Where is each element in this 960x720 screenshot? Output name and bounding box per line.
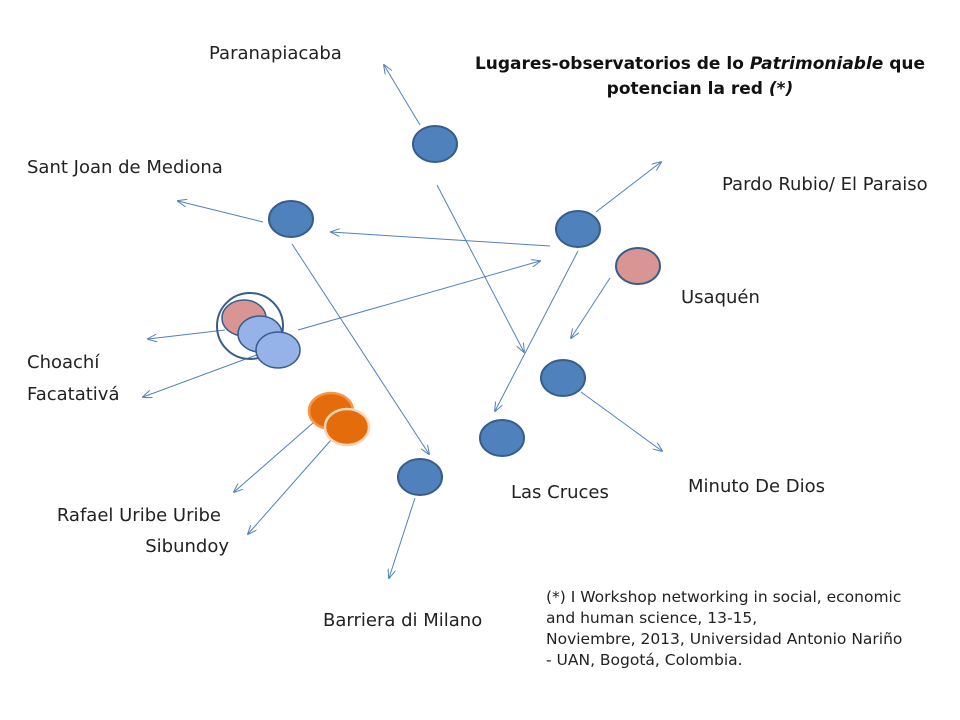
label-sant-joan: Sant Joan de Mediona — [27, 157, 223, 178]
arrow-pardo-node-to-sant-joan-node — [331, 232, 551, 247]
arrow-usaquen-to-minuto-node — [571, 277, 611, 338]
label-barriera: Barriera di Milano — [323, 610, 483, 631]
node-pardo-rubio — [555, 210, 601, 248]
arrow-sant-joan-node-to-barriera — [291, 243, 429, 454]
nodes — [216, 125, 661, 496]
node-paranapiacaba — [412, 125, 458, 163]
title-italic: Patrimoniable — [749, 54, 884, 74]
footnote-line1: (*) I Workshop networking in social, eco… — [546, 588, 902, 606]
title-part2: que — [883, 54, 926, 74]
arrow-to-barriera — [389, 497, 416, 578]
label-sibundoy: Sibundoy — [145, 536, 229, 557]
arrow-paranapiacaba-node-to-las-cruces — [436, 184, 524, 352]
arrow-to-paranapiacaba — [384, 65, 421, 126]
label-pardo-rubio: Pardo Rubio/ El Paraiso — [722, 174, 928, 195]
label-minuto-de-dios: Minuto De Dios — [688, 476, 826, 497]
node-barriera — [397, 458, 443, 496]
arrow-to-minuto-de-dios — [580, 391, 662, 451]
label-facatativa: Facatativá — [27, 384, 120, 405]
arrow-to-sibundoy — [248, 439, 332, 534]
label-rafael-uribe: Rafael Uribe Uribe — [56, 505, 221, 526]
arrow-to-rafael-uribe — [234, 422, 314, 492]
arrow-to-facatativa — [143, 352, 263, 397]
label-las-cruces: Las Cruces — [511, 482, 609, 503]
title-part1: Lugares-observatorios de lo — [474, 54, 750, 74]
label-paranapiacaba: Paranapiacaba — [209, 43, 342, 64]
label-choachi: Choachí — [27, 352, 100, 373]
arrow-choachi-node-to-pardo — [297, 261, 540, 331]
node-usaquen — [615, 247, 661, 285]
footnote: (*) I Workshop networking in social, eco… — [546, 587, 951, 671]
title-line2: potencian la red — [606, 79, 769, 99]
arrow-to-sant-joan — [178, 201, 264, 223]
arrow-pardo-node-to-las-cruces — [495, 250, 579, 411]
arrows — [143, 65, 662, 578]
footnote-line4: - UAN, Bogotá, Colombia. — [546, 651, 743, 669]
footnote-line3: Noviembre, 2013, Universidad Antonio Nar… — [546, 630, 903, 648]
node-cluster-ring — [216, 292, 284, 360]
arrow-to-choachi — [148, 329, 226, 339]
node-sibundoy — [323, 407, 371, 447]
node-sant-joan — [268, 200, 314, 238]
title-line2-italic: (*) — [768, 79, 794, 99]
node-minuto-de-dios — [540, 359, 586, 397]
label-usaquen: Usaquén — [681, 287, 760, 308]
footnote-line2: and human science, 13-15, — [546, 609, 758, 627]
diagram-title: Lugares-observatorios de lo Patrimoniabl… — [440, 52, 960, 102]
node-facatativa — [255, 331, 301, 369]
node-las-cruces — [479, 419, 525, 457]
arrow-to-pardo-rubio — [595, 162, 661, 213]
